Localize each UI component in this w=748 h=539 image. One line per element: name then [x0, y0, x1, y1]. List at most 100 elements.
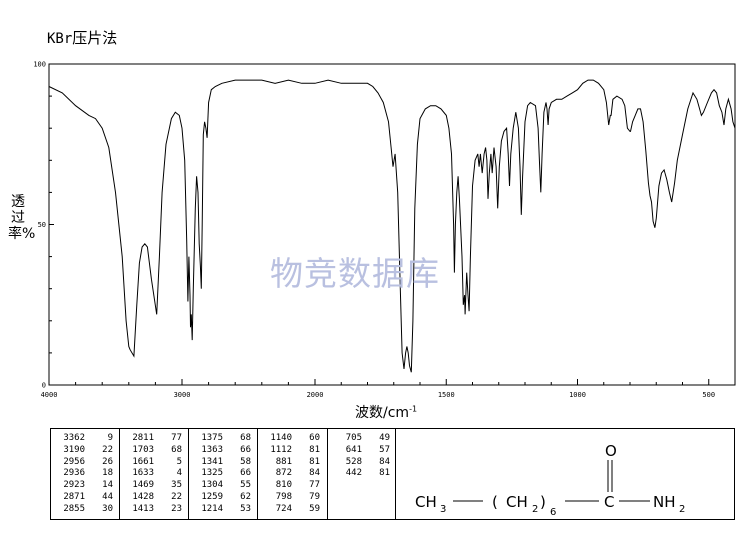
peak-row: 2871 44 [51, 492, 119, 504]
peak-row: 1469 35 [120, 480, 188, 492]
peak-row: 1363 66 [189, 445, 257, 457]
peak-wavenumber: 1259 [201, 491, 223, 502]
peak-wavenumber: 1633 [132, 468, 154, 479]
peak-transmittance: 77 [309, 480, 320, 491]
peak-transmittance: 22 [102, 444, 113, 455]
plot-frame [48, 63, 736, 386]
x-tick-label: 4000 [41, 391, 58, 399]
peak-wavenumber: 3362 [63, 433, 85, 443]
peak-transmittance: 62 [240, 491, 251, 502]
peak-wavenumber: 1112 [270, 444, 292, 455]
peak-wavenumber: 881 [275, 456, 292, 467]
peak-row: 810 77 [258, 480, 327, 492]
peak-row: 2923 14 [51, 480, 119, 492]
peak-transmittance: 81 [309, 444, 320, 455]
peak-transmittance: 81 [309, 456, 320, 467]
peak-row: 1259 62 [189, 492, 257, 504]
peak-transmittance: 44 [102, 491, 113, 502]
peak-wavenumber: 1304 [201, 480, 223, 491]
peak-row: 1375 68 [189, 433, 257, 445]
peak-transmittance: 81 [379, 468, 390, 479]
peak-transmittance: 53 [240, 503, 251, 514]
peak-wavenumber: 2936 [63, 468, 85, 479]
peak-transmittance: 84 [379, 456, 390, 467]
peak-row: 1140 60 [258, 433, 327, 445]
peak-row: 2936 18 [51, 468, 119, 480]
peak-wavenumber: 1341 [201, 456, 223, 467]
peak-transmittance: 58 [240, 456, 251, 467]
amine-group: NH [653, 493, 676, 511]
peak-transmittance: 77 [171, 433, 182, 443]
peak-transmittance: 49 [379, 433, 390, 443]
peak-row: 881 81 [258, 457, 327, 469]
methyl-group: CH [415, 493, 437, 511]
peak-column: 705 49 641 57 528 84 442 81 [328, 429, 396, 519]
peak-row: 3190 22 [51, 445, 119, 457]
peak-wavenumber: 528 [345, 456, 362, 467]
peak-transmittance: 68 [240, 433, 251, 443]
y-axis: 100 50 0 [33, 61, 54, 390]
peak-transmittance: 14 [102, 480, 113, 491]
peak-wavenumber: 1140 [270, 433, 292, 443]
peak-column: 2811 77 1703 68 1661 5 1633 4 1469 35 1428 22 1413 23 [120, 429, 189, 519]
peak-transmittance: 22 [171, 491, 182, 502]
peak-row: 1325 66 [189, 468, 257, 480]
chart-title: KBr压片法 [47, 27, 117, 48]
peak-row: 1661 5 [120, 457, 188, 469]
methylene-group: CH [506, 493, 528, 511]
peak-wavenumber: 641 [345, 444, 362, 455]
peak-row: 2855 30 [51, 504, 119, 516]
peak-row: 872 84 [258, 468, 327, 480]
x-tick-label: 1000 [569, 391, 586, 399]
peak-transmittance: 57 [379, 444, 390, 455]
peak-transmittance: 35 [171, 480, 182, 491]
peak-row: 641 57 [328, 445, 395, 457]
peak-transmittance: 66 [240, 444, 251, 455]
peak-wavenumber: 1363 [201, 444, 223, 455]
peak-transmittance: 18 [102, 468, 113, 479]
peak-transmittance: 9 [107, 433, 113, 443]
x-tick-label: 1500 [438, 391, 455, 399]
method-suffix: 压片法 [72, 29, 118, 47]
peak-transmittance: 5 [176, 456, 182, 467]
paren-open: ( [492, 493, 498, 511]
amine-subscript: 2 [679, 504, 685, 515]
peak-transmittance: 4 [176, 468, 182, 479]
peak-wavenumber: 1214 [201, 503, 223, 514]
peak-wavenumber: 2855 [63, 503, 85, 514]
peak-wavenumber: 798 [275, 491, 292, 502]
peak-wavenumber: 810 [275, 480, 292, 491]
peak-row: 1413 23 [120, 504, 188, 516]
peak-transmittance: 66 [240, 468, 251, 479]
repeat-count: 6 [550, 507, 556, 518]
carbonyl-carbon: C [604, 493, 614, 511]
structure-svg: O CH 3 ( CH 2 ) 6 C NH 2 [415, 442, 685, 518]
peak-wavenumber: 1375 [201, 433, 223, 443]
peak-column: 1375 68 1363 66 1341 58 1325 66 1304 55 1259 62 1214… [189, 429, 258, 519]
x-axis: 4000 3000 2000 1500 1000 500 [41, 379, 736, 399]
x-tick-label: 3000 [174, 391, 191, 399]
x-axis-label: 波数/cm [355, 405, 410, 421]
peak-wavenumber: 705 [345, 433, 362, 443]
peak-row: 1112 81 [258, 445, 327, 457]
peak-transmittance: 30 [102, 503, 113, 514]
x-tick-label: 2000 [307, 391, 324, 399]
x-axis-label-sup: -1 [409, 404, 418, 414]
y-tick-label: 100 [33, 61, 46, 69]
peak-wavenumber: 2811 [132, 433, 154, 443]
peak-row: 1633 4 [120, 468, 188, 480]
y-tick-label: 50 [38, 221, 46, 229]
peak-wavenumber: 2923 [63, 480, 85, 491]
watermark: 物竞数据库 [270, 254, 440, 293]
peak-row: 2956 26 [51, 457, 119, 469]
peak-row: 705 49 [328, 433, 395, 445]
peak-transmittance: 26 [102, 456, 113, 467]
y-axis-title: 透过率% [8, 194, 36, 242]
peak-column: 3362 9 3190 22 2956 26 2936 18 2923 14 2871 44 2855 3… [51, 429, 120, 519]
peak-wavenumber: 1661 [132, 456, 154, 467]
peak-wavenumber: 2956 [63, 456, 85, 467]
peak-wavenumber: 3190 [63, 444, 85, 455]
peak-column: 1140 60 1112 81 881 81 872 84 810 77 798 79 724 59 [258, 429, 328, 519]
methylene-subscript: 2 [532, 504, 538, 515]
